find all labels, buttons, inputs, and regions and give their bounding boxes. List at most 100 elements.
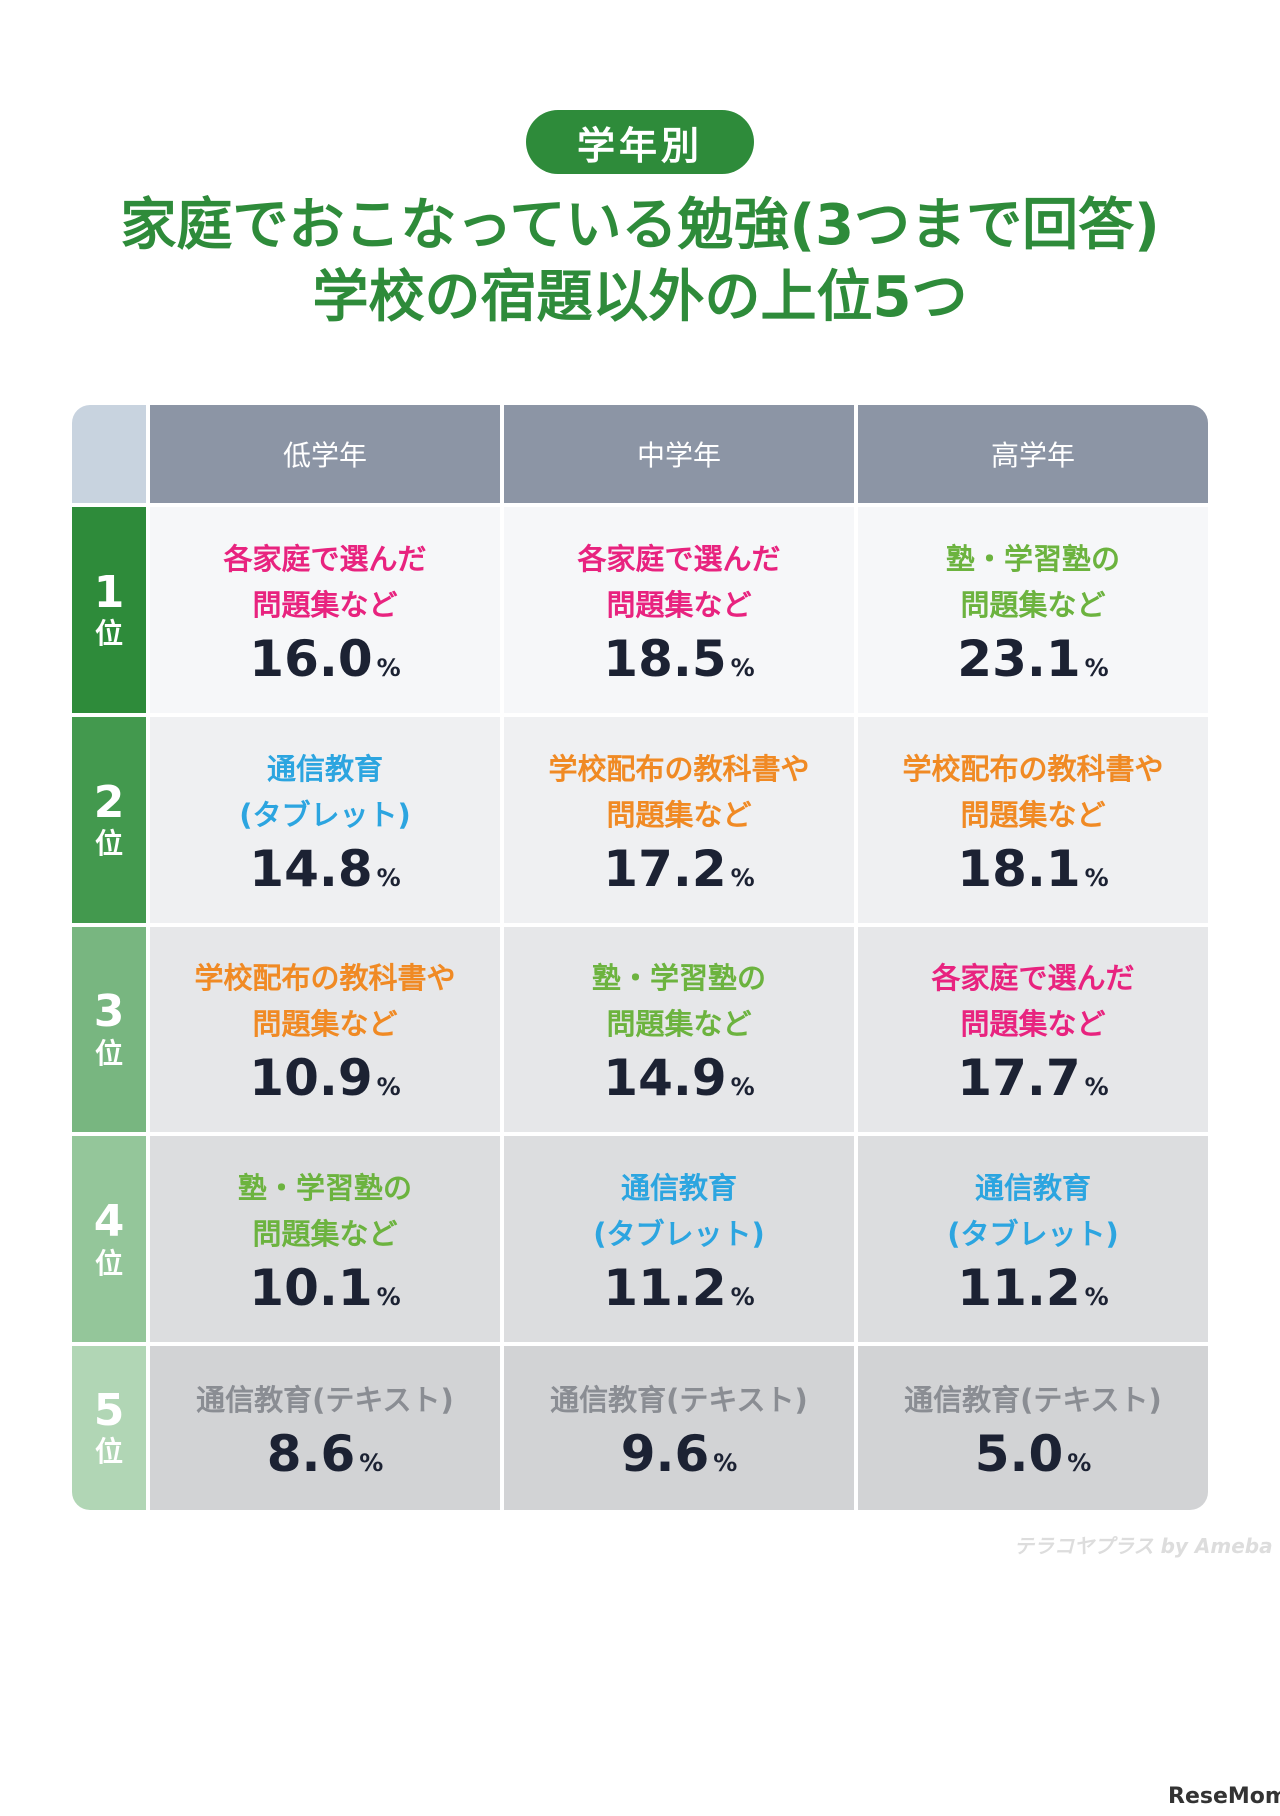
percent-unit: % [1084,1073,1109,1102]
percentage-number: 9.6 [620,1425,710,1483]
table-cell: 各家庭で選んだ 問題集など 16.0% [150,507,500,713]
rank-number: 1 [93,566,125,618]
percentage-value: 10.1% [249,1263,400,1313]
ranking-table: 低学年 中学年 高学年 1 位各家庭で選んだ 問題集など 16.0% 各家庭で選んだ 問題集… [72,405,1208,1510]
percentage-value: 10.9% [249,1053,400,1103]
percent-unit: % [730,1283,755,1312]
percent-unit: % [730,1073,755,1102]
rank-suffix: 位 [94,827,123,861]
resemom-watermark: ReseMom [1168,1784,1280,1809]
study-item-label: 通信教育(テキスト) [196,1383,454,1417]
percent-unit: % [1084,863,1109,892]
percentage-value: 14.9% [603,1053,754,1103]
percent-unit: % [1084,653,1109,682]
percentage-number: 5.0 [974,1425,1064,1483]
percent-unit: % [1084,1283,1109,1312]
rank-number: 2 [93,776,125,828]
study-item-label: 各家庭で選んだ 問題集など [577,541,781,622]
rank-suffix: 位 [94,617,123,651]
column-header: 高学年 [858,405,1208,503]
rank-suffix: 位 [94,1036,123,1070]
terakoya-watermark: テラコヤプラス by Ameba [1014,1534,1273,1558]
percentage-number: 16.0 [249,629,373,688]
percentage-number: 11.2 [957,1259,1081,1318]
table-cell: 通信教育(テキスト) 5.0% [858,1346,1208,1510]
study-item-label: 通信教育 (タブレット) [239,751,411,832]
percentage-value: 16.0% [249,634,400,684]
table-cell: 学校配布の教科書や 問題集など 18.1% [858,716,1208,923]
percentage-value: 5.0% [975,1429,1092,1479]
percentage-number: 10.1 [249,1259,373,1318]
study-item-label: 各家庭で選んだ 問題集など [931,961,1135,1042]
percentage-number: 18.5 [603,629,727,688]
percentage-number: 14.9 [603,1049,727,1108]
rank-number: 3 [93,986,125,1038]
percent-unit: % [713,1449,738,1477]
column-header: 中学年 [504,405,854,503]
percentage-value: 18.5% [603,634,754,684]
study-item-label: 学校配布の教科書や 問題集など [548,751,810,832]
percentage-number: 17.7 [957,1049,1081,1108]
rank-suffix: 位 [94,1246,123,1280]
table-cell: 学校配布の教科書や 問題集など 17.2% [504,716,854,923]
percentage-value: 17.2% [603,844,754,894]
percentage-number: 8.6 [266,1425,356,1483]
table-cell: 通信教育 (タブレット) 11.2% [504,1136,854,1342]
table-cell: 各家庭で選んだ 問題集など 17.7% [858,926,1208,1133]
percentage-value: 23.1% [957,634,1108,684]
table-cell: 通信教育 (タブレット) 11.2% [858,1136,1208,1342]
percentage-value: 9.6% [621,1429,738,1479]
study-item-label: 塾・学習塾の 問題集など [237,1171,412,1252]
percent-unit: % [1067,1449,1092,1477]
table-cell: 塾・学習塾の 問題集など 23.1% [858,507,1208,713]
percentage-number: 14.8 [249,839,373,898]
study-item-label: 各家庭で選んだ 問題集など [223,541,427,622]
percentage-value: 11.2% [957,1263,1108,1313]
rank-number: 4 [93,1196,125,1248]
percentage-value: 11.2% [603,1263,754,1313]
table-corner [72,405,146,503]
grade-badge: 学年別 [526,110,754,174]
table-cell: 塾・学習塾の 問題集など 10.1% [150,1136,500,1342]
table-cell: 塾・学習塾の 問題集など 14.9% [504,926,854,1133]
percent-unit: % [376,1283,401,1312]
percentage-number: 10.9 [249,1049,373,1108]
percent-unit: % [730,653,755,682]
study-item-label: 通信教育 (タブレット) [947,1171,1119,1252]
study-item-label: 通信教育(テキスト) [904,1383,1162,1417]
study-item-label: 塾・学習塾の 問題集など [591,961,766,1042]
percent-unit: % [359,1449,384,1477]
table-cell: 通信教育 (タブレット) 14.8% [150,716,500,923]
percent-unit: % [376,653,401,682]
table-cell: 学校配布の教科書や 問題集など 10.9% [150,926,500,1133]
percentage-value: 14.8% [249,844,400,894]
percent-unit: % [376,1073,401,1102]
page-title: 家庭でおこなっている勉強(3つまで回答) [120,193,1160,258]
table-cell: 通信教育(テキスト) 8.6% [150,1346,500,1510]
page-subtitle: 学校の宿題以外の上位5つ [312,265,968,330]
column-header: 低学年 [150,405,500,503]
rank-suffix: 位 [94,1435,123,1469]
percentage-number: 18.1 [957,839,1081,898]
table-cell: 通信教育(テキスト) 9.6% [504,1346,854,1510]
percentage-value: 8.6% [267,1429,384,1479]
percentage-number: 17.2 [603,839,727,898]
study-item-label: 通信教育(テキスト) [550,1383,808,1417]
study-item-label: 学校配布の教科書や 問題集など [902,751,1164,832]
study-item-label: 学校配布の教科書や 問題集など [194,961,456,1042]
percentage-number: 11.2 [603,1259,727,1318]
percentage-number: 23.1 [957,629,1081,688]
percent-unit: % [376,863,401,892]
study-item-label: 塾・学習塾の 問題集など [945,541,1120,622]
percent-unit: % [730,863,755,892]
rank-number: 5 [93,1385,125,1436]
percentage-value: 17.7% [957,1053,1108,1103]
table-cell: 各家庭で選んだ 問題集など 18.5% [504,507,854,713]
percentage-value: 18.1% [957,844,1108,894]
study-item-label: 通信教育 (タブレット) [593,1171,765,1252]
